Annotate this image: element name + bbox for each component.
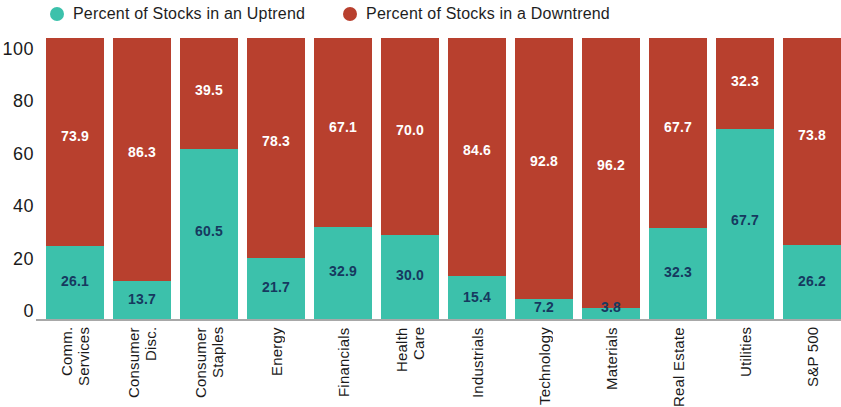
stacked-bar: 73.9 26.1 [46, 38, 104, 319]
stacked-bar: 86.3 13.7 [113, 38, 171, 319]
y-axis: 0 20 40 60 80 100 [0, 0, 36, 407]
uptrend-value-label: 3.8 [601, 299, 621, 315]
uptrend-value-label: 30.0 [396, 267, 424, 283]
x-axis-label: Comm. Services [58, 327, 92, 407]
x-axis-label-cell: S&P 500 [783, 327, 841, 407]
uptrend-value-label: 21.7 [262, 279, 290, 295]
x-axis-label: Industrials [469, 327, 486, 407]
plot-area: 73.9 26.1 86.3 13.7 39.5 60.5 78.3 21.7 67.1 32.9… [46, 38, 841, 319]
uptrend-value-label: 32.9 [329, 263, 357, 279]
downtrend-legend-dot-icon [343, 7, 357, 21]
uptrend-value-label: 15.4 [463, 289, 491, 305]
x-axis-line [36, 319, 841, 321]
x-axis-label-cell: Comm. Services [46, 327, 104, 407]
x-axis-label-cell: Industrials [448, 327, 506, 407]
uptrend-value-label: 26.1 [61, 273, 89, 289]
downtrend-value-label: 67.1 [329, 119, 357, 135]
downtrend-value-label: 70.0 [396, 122, 424, 138]
downtrend-value-label: 78.3 [262, 133, 290, 149]
downtrend-value-label: 73.8 [798, 127, 826, 143]
downtrend-legend-label: Percent of Stocks in a Downtrend [366, 5, 610, 23]
y-axis-tick-label: 60 [13, 143, 34, 164]
uptrend-value-label: 26.2 [798, 273, 826, 289]
x-axis-label: Financials [335, 327, 352, 407]
downtrend-value-label: 92.8 [530, 153, 558, 169]
downtrend-value-label: 32.3 [731, 73, 759, 89]
uptrend-legend-label: Percent of Stocks in an Uptrend [73, 5, 305, 23]
y-axis-tick-label: 80 [13, 91, 34, 112]
stacked-bar-chart: Percent of Stocks in an Uptrend Percent … [0, 0, 841, 407]
legend-item-uptrend: Percent of Stocks in an Uptrend [50, 5, 305, 23]
downtrend-value-label: 96.2 [597, 157, 625, 173]
uptrend-value-label: 67.7 [731, 212, 759, 228]
x-axis-label-cell: Energy [247, 327, 305, 407]
x-axis-label: Materials [603, 327, 620, 407]
uptrend-legend-dot-icon [50, 7, 64, 21]
stacked-bar: 67.7 32.3 [649, 38, 707, 319]
x-axis-label: Consumer Staples [192, 327, 226, 407]
legend: Percent of Stocks in an Uptrend Percent … [50, 5, 610, 23]
stacked-bar: 70.0 30.0 [381, 38, 439, 319]
y-axis-tick-label: 0 [23, 301, 34, 322]
uptrend-value-label: 60.5 [195, 223, 223, 239]
downtrend-value-label: 39.5 [195, 82, 223, 98]
y-axis-tick-label: 20 [13, 248, 34, 269]
x-axis-label-cell: Technology [515, 327, 573, 407]
stacked-bar: 84.6 15.4 [448, 38, 506, 319]
y-axis-tick-label: 40 [13, 196, 34, 217]
downtrend-value-label: 86.3 [128, 144, 156, 160]
x-axis-label-cell: Real Estate [649, 327, 707, 407]
x-axis-label-cell: Health Care [381, 327, 439, 407]
stacked-bar: 96.2 3.8 [582, 38, 640, 319]
uptrend-value-label: 32.3 [664, 264, 692, 280]
stacked-bar: 78.3 21.7 [247, 38, 305, 319]
stacked-bar: 32.3 67.7 [716, 38, 774, 319]
stacked-bar: 92.8 7.2 [515, 38, 573, 319]
y-axis-tick-label: 100 [2, 39, 34, 60]
x-axis-label: Health Care [393, 327, 427, 407]
downtrend-value-label: 73.9 [61, 128, 89, 144]
stacked-bar: 39.5 60.5 [180, 38, 238, 319]
legend-item-downtrend: Percent of Stocks in a Downtrend [343, 5, 610, 23]
uptrend-value-label: 7.2 [534, 299, 554, 315]
x-axis-label-cell: Materials [582, 327, 640, 407]
uptrend-value-label: 13.7 [128, 291, 156, 307]
x-axis-label: Consumer Disc. [125, 327, 159, 407]
x-axis-label: Technology [536, 327, 553, 407]
x-axis-label-cell: Consumer Disc. [113, 327, 171, 407]
downtrend-value-label: 84.6 [463, 142, 491, 158]
x-axis-label: S&P 500 [804, 327, 821, 407]
downtrend-segment [582, 38, 640, 308]
x-axis-label-cell: Financials [314, 327, 372, 407]
stacked-bar: 73.8 26.2 [783, 38, 841, 319]
downtrend-value-label: 67.7 [664, 119, 692, 135]
x-axis-label: Real Estate [670, 327, 687, 407]
x-axis-labels: Comm. Services Consumer Disc. Consumer Sta… [46, 327, 841, 407]
x-axis-label: Energy [268, 327, 285, 407]
x-axis-label-cell: Consumer Staples [180, 327, 238, 407]
stacked-bar: 67.1 32.9 [314, 38, 372, 319]
x-axis-label: Utilities [737, 327, 754, 407]
x-axis-label-cell: Utilities [716, 327, 774, 407]
